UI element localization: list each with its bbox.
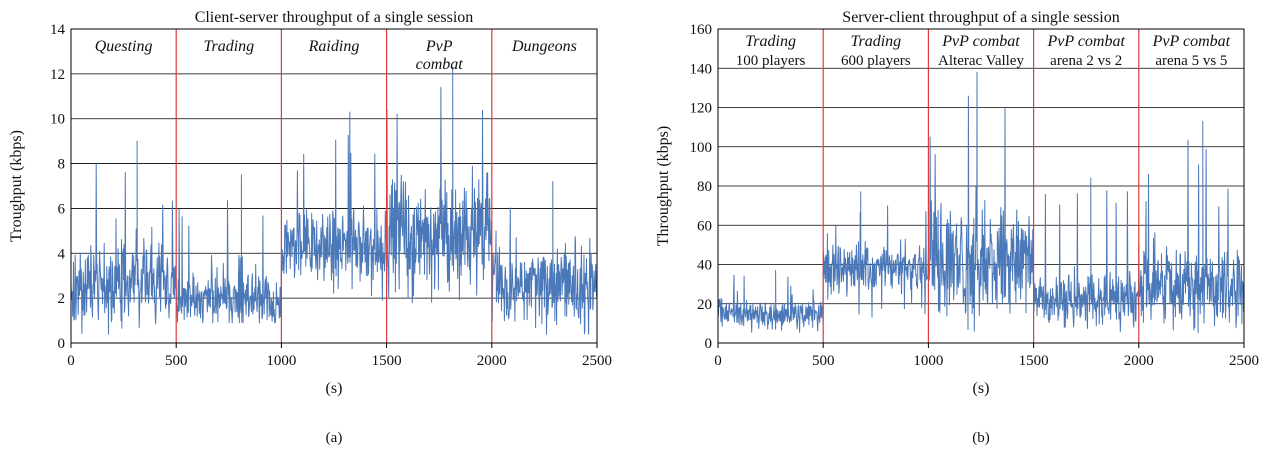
segment-sublabel: Alterac Valley — [938, 53, 1024, 69]
segment-label: Trading — [850, 33, 901, 50]
segment-label-background — [1141, 31, 1242, 67]
segment-label-background — [825, 31, 926, 67]
y-tick-label: 160 — [690, 22, 713, 38]
y-tick-label: 0 — [58, 336, 66, 352]
y-tick-label: 20 — [697, 297, 712, 313]
x-tick-label: 2000 — [477, 353, 507, 369]
segment-sublabel: 100 players — [736, 53, 806, 69]
x-tick-label: 2500 — [582, 353, 612, 369]
x-tick-label: 1500 — [372, 353, 402, 369]
x-tick-label: 500 — [812, 353, 835, 369]
x-tick-label: 0 — [714, 353, 722, 369]
chart-title: Client-server throughput of a single ses… — [195, 9, 474, 26]
x-tick-label: 0 — [67, 353, 75, 369]
y-tick-label: 60 — [697, 218, 712, 234]
panel-b-server-client-chart: Server-client throughput of a single ses… — [655, 9, 1259, 446]
x-axis-label: (s) — [973, 380, 990, 397]
panel-caption: (b) — [972, 430, 990, 446]
segment-label: Trading — [203, 38, 254, 55]
x-axis-label: (s) — [326, 380, 343, 397]
segment-sublabel: 600 players — [841, 53, 911, 69]
segment-label-background — [1036, 31, 1137, 67]
y-tick-label: 14 — [50, 22, 66, 38]
y-tick-label: 40 — [697, 258, 712, 274]
y-tick-label: 80 — [697, 179, 712, 195]
segment-label: PvP combat — [941, 33, 1020, 50]
segment-label: Trading — [745, 33, 796, 50]
segment-label: Dungeons — [511, 38, 577, 55]
segment-label: PvP combat — [1152, 33, 1231, 50]
x-tick-label: 2500 — [1229, 353, 1259, 369]
segment-label-line: combat — [416, 56, 464, 73]
y-tick-label: 2 — [58, 291, 66, 307]
y-tick-label: 4 — [58, 246, 66, 262]
chart-title: Server-client throughput of a single ses… — [842, 9, 1119, 26]
y-tick-label: 10 — [50, 112, 65, 128]
y-tick-label: 8 — [58, 157, 66, 173]
plot-frame — [70, 28, 598, 344]
throughput-series-line — [717, 71, 1245, 333]
segment-label-line: PvP — [425, 38, 453, 55]
x-tick-label: 2000 — [1124, 353, 1154, 369]
y-axis-label: Troughput (kbps) — [8, 130, 25, 242]
panel-caption: (a) — [326, 430, 343, 446]
segment-label: Questing — [95, 38, 153, 55]
y-tick-label: 140 — [690, 61, 713, 77]
y-tick-label: 100 — [690, 140, 713, 156]
y-axis-label: Throughput (kbps) — [655, 126, 672, 246]
segment-label-background — [720, 31, 821, 67]
segment-sublabel: arena 5 vs 5 — [1155, 53, 1227, 69]
x-tick-label: 1500 — [1019, 353, 1049, 369]
plot-frame — [717, 28, 1245, 344]
y-tick-label: 6 — [58, 201, 66, 217]
panel-a-client-server-chart: Client-server throughput of a single ses… — [8, 9, 612, 446]
x-tick-label: 500 — [165, 353, 188, 369]
y-tick-label: 120 — [690, 101, 713, 117]
segment-label: PvP combat — [1046, 33, 1125, 50]
x-tick-label: 1000 — [266, 353, 296, 369]
segment-sublabel: arena 2 vs 2 — [1050, 53, 1122, 69]
x-tick-label: 1000 — [913, 353, 943, 369]
y-tick-label: 12 — [50, 67, 65, 83]
segment-label: PvP combat — [416, 38, 464, 73]
throughput-series-line — [70, 66, 598, 335]
segment-label-background — [931, 31, 1031, 67]
segment-label: Raiding — [308, 38, 360, 55]
y-tick-label: 0 — [705, 336, 713, 352]
